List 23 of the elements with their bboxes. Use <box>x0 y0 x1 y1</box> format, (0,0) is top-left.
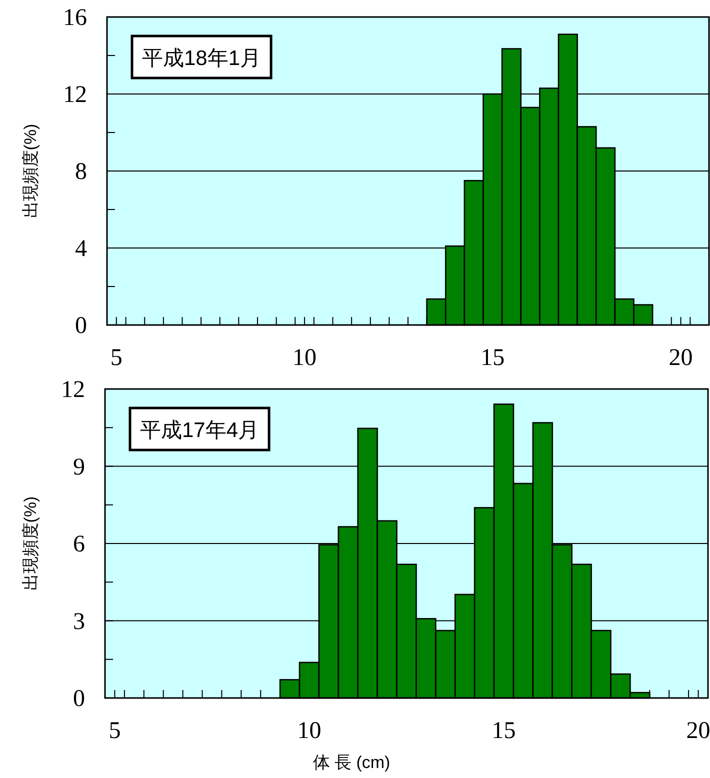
y-axis-title: 出現頻度(%) <box>21 496 40 591</box>
y-tick-label: 0 <box>73 686 85 712</box>
y-tick-label: 16 <box>63 5 87 31</box>
y-tick-label: 4 <box>75 236 87 262</box>
x-tick-label: 15 <box>492 718 516 744</box>
x-tick-label: 20 <box>668 345 693 371</box>
y-axis-title: 出現頻度(%) <box>21 124 40 218</box>
x-tick-label: 10 <box>297 718 322 744</box>
x-tick-label: 15 <box>480 345 505 371</box>
x-tick-label: 20 <box>686 718 710 744</box>
x-tick-label: 5 <box>108 718 121 744</box>
x-tick-label: 10 <box>292 345 317 371</box>
y-tick-label: 8 <box>75 159 87 185</box>
y-tick-label: 0 <box>75 313 87 339</box>
y-tick-label: 9 <box>73 454 85 480</box>
y-tick-label: 12 <box>63 82 87 108</box>
y-tick-label: 12 <box>61 377 85 403</box>
x-tick-label: 5 <box>110 345 122 371</box>
annotation: 平成17年4月 <box>140 419 260 442</box>
y-tick-label: 3 <box>73 608 85 635</box>
x-axis-title: 体 長 (cm) <box>312 753 390 772</box>
y-tick-label: 6 <box>73 532 85 558</box>
annotation: 平成18年1月 <box>142 47 262 70</box>
